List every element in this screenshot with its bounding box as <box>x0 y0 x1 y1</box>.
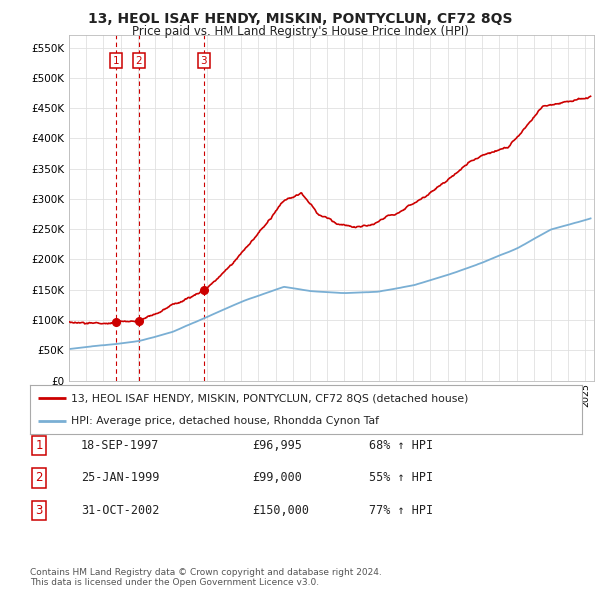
Text: Price paid vs. HM Land Registry's House Price Index (HPI): Price paid vs. HM Land Registry's House … <box>131 25 469 38</box>
Text: £96,995: £96,995 <box>252 439 302 452</box>
Text: HPI: Average price, detached house, Rhondda Cynon Taf: HPI: Average price, detached house, Rhon… <box>71 415 379 425</box>
Text: 2: 2 <box>35 471 43 484</box>
Text: 68% ↑ HPI: 68% ↑ HPI <box>369 439 433 452</box>
Text: 1: 1 <box>113 56 119 66</box>
Text: 18-SEP-1997: 18-SEP-1997 <box>81 439 160 452</box>
Text: 3: 3 <box>35 504 43 517</box>
Text: Contains HM Land Registry data © Crown copyright and database right 2024.
This d: Contains HM Land Registry data © Crown c… <box>30 568 382 587</box>
Text: £150,000: £150,000 <box>252 504 309 517</box>
Text: 1: 1 <box>35 439 43 452</box>
Text: 13, HEOL ISAF HENDY, MISKIN, PONTYCLUN, CF72 8QS (detached house): 13, HEOL ISAF HENDY, MISKIN, PONTYCLUN, … <box>71 394 469 404</box>
Text: 13, HEOL ISAF HENDY, MISKIN, PONTYCLUN, CF72 8QS: 13, HEOL ISAF HENDY, MISKIN, PONTYCLUN, … <box>88 12 512 26</box>
Text: £99,000: £99,000 <box>252 471 302 484</box>
Text: 3: 3 <box>200 56 207 66</box>
Text: 55% ↑ HPI: 55% ↑ HPI <box>369 471 433 484</box>
Text: 2: 2 <box>136 56 142 66</box>
Text: 31-OCT-2002: 31-OCT-2002 <box>81 504 160 517</box>
Text: 25-JAN-1999: 25-JAN-1999 <box>81 471 160 484</box>
Text: 77% ↑ HPI: 77% ↑ HPI <box>369 504 433 517</box>
